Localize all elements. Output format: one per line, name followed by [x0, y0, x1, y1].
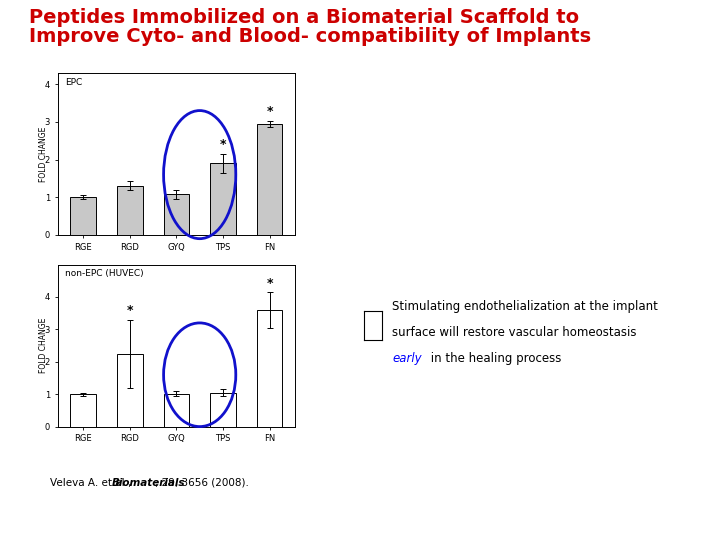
Bar: [163, 394, 189, 427]
Text: *: *: [220, 138, 226, 151]
Text: Improve Cyto- and Blood- compatibility of Implants: Improve Cyto- and Blood- compatibility o…: [29, 27, 591, 46]
Text: non-EPC (HUVEC): non-EPC (HUVEC): [65, 269, 143, 279]
Text: Stimulating endothelialization at the implant: Stimulating endothelialization at the im…: [392, 300, 658, 313]
Bar: [210, 163, 236, 235]
Bar: [210, 393, 236, 427]
Text: Biomaterials: Biomaterials: [112, 478, 185, 488]
Text: Peptides Immobilized on a Biomaterial Scaffold to: Peptides Immobilized on a Biomaterial Sc…: [29, 8, 579, 27]
Bar: [257, 124, 282, 235]
Text: surface will restore vascular homeostasis: surface will restore vascular homeostasi…: [392, 326, 637, 339]
Text: *: *: [127, 304, 133, 317]
Bar: [257, 310, 282, 427]
Text: *: *: [266, 276, 273, 289]
Bar: [71, 394, 96, 427]
Bar: [163, 194, 189, 235]
Y-axis label: FOLD CHANGE: FOLD CHANGE: [39, 318, 48, 373]
Text: , 29, 3656 (2008).: , 29, 3656 (2008).: [155, 478, 248, 488]
Text: Veleva A. et al.,: Veleva A. et al.,: [50, 478, 135, 488]
Bar: [117, 354, 143, 427]
Y-axis label: FOLD CHANGE: FOLD CHANGE: [39, 126, 48, 181]
Bar: [71, 197, 96, 235]
Bar: [117, 186, 143, 235]
Text: *: *: [266, 105, 273, 118]
Text: EPC: EPC: [65, 78, 82, 87]
Text: early: early: [392, 352, 422, 365]
Text: in the healing process: in the healing process: [427, 352, 562, 365]
